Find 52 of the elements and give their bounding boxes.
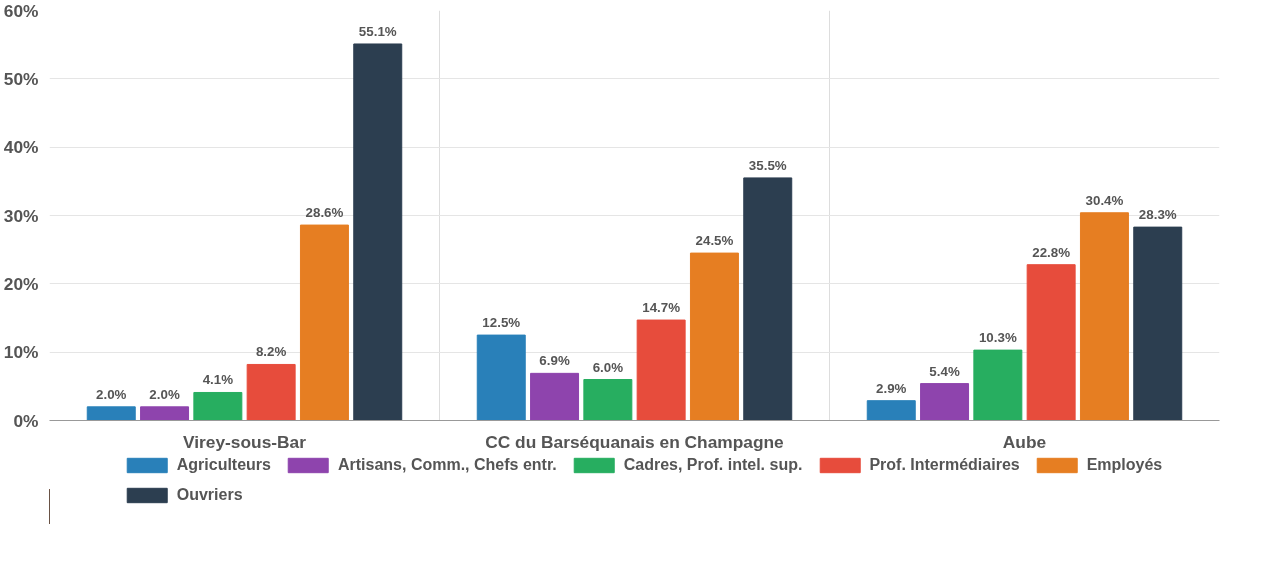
data-label: 28.3%: [1138, 207, 1177, 223]
y-tick-label: 10%: [3, 342, 39, 363]
bar: [973, 349, 1023, 421]
bar: [743, 177, 793, 421]
y-tick-label: 40%: [3, 137, 39, 158]
x-tick-label: Aube: [1002, 431, 1047, 452]
bar: [246, 363, 296, 421]
x-tick-label: CC du Barséquanais en Champagne: [485, 431, 785, 452]
bar: [866, 400, 916, 421]
bar: [140, 406, 190, 421]
data-label: 14.7%: [642, 300, 681, 316]
data-label: 5.4%: [929, 363, 960, 379]
bar: [353, 43, 403, 421]
bar: [86, 406, 136, 421]
data-label: 12.5%: [482, 315, 521, 331]
bar: [193, 391, 243, 421]
data-label: 28.6%: [305, 205, 344, 221]
data-label: 4.1%: [202, 372, 234, 388]
bar: [530, 372, 580, 421]
y-tick-label: 50%: [3, 68, 39, 89]
y-tick-label: 0%: [13, 410, 39, 431]
x-tick-label: Virey-sous-Bar: [183, 431, 307, 452]
y-tick-label: 30%: [3, 205, 39, 226]
data-label: 35.5%: [748, 157, 787, 173]
legend-label: Employés: [1086, 456, 1163, 474]
legend-label: Cadres, Prof. intel. sup.: [623, 456, 803, 474]
legend-label: Artisans, Comm., Chefs entr.: [337, 456, 557, 474]
data-label: 24.5%: [695, 233, 734, 249]
data-label: 10.3%: [978, 330, 1017, 346]
y-tick-label: 20%: [3, 273, 39, 294]
bar: [583, 379, 633, 421]
data-label: 2.9%: [876, 380, 907, 396]
legend-label: Agriculteurs: [176, 456, 271, 474]
bar: [1026, 264, 1076, 421]
data-label: 8.2%: [255, 344, 287, 360]
data-label: 6.0%: [592, 359, 624, 375]
y-tick-label: 60%: [3, 0, 39, 21]
legend-label: Prof. Intermédiaires: [869, 456, 1020, 474]
bar: [636, 319, 686, 421]
data-label: 30.4%: [1085, 192, 1124, 208]
bar: [920, 383, 970, 421]
bar: [299, 224, 349, 421]
bar: [1079, 212, 1129, 421]
data-label: 2.0%: [149, 386, 180, 402]
bar: [689, 252, 739, 421]
bar: [476, 334, 526, 421]
data-label: 6.9%: [539, 353, 570, 369]
data-label: 2.0%: [96, 386, 127, 402]
bar: [1133, 226, 1183, 421]
legend-label: Ouvriers: [176, 486, 243, 504]
data-label: 22.8%: [1032, 244, 1071, 260]
data-label: 55.1%: [358, 23, 397, 39]
